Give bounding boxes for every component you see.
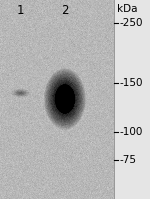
- Text: kDa: kDa: [117, 4, 138, 14]
- Text: -75: -75: [119, 155, 136, 165]
- Text: -250: -250: [119, 18, 142, 28]
- Text: 1: 1: [16, 4, 24, 17]
- Text: -150: -150: [119, 78, 142, 88]
- Text: 2: 2: [61, 4, 68, 17]
- Text: -100: -100: [119, 127, 142, 137]
